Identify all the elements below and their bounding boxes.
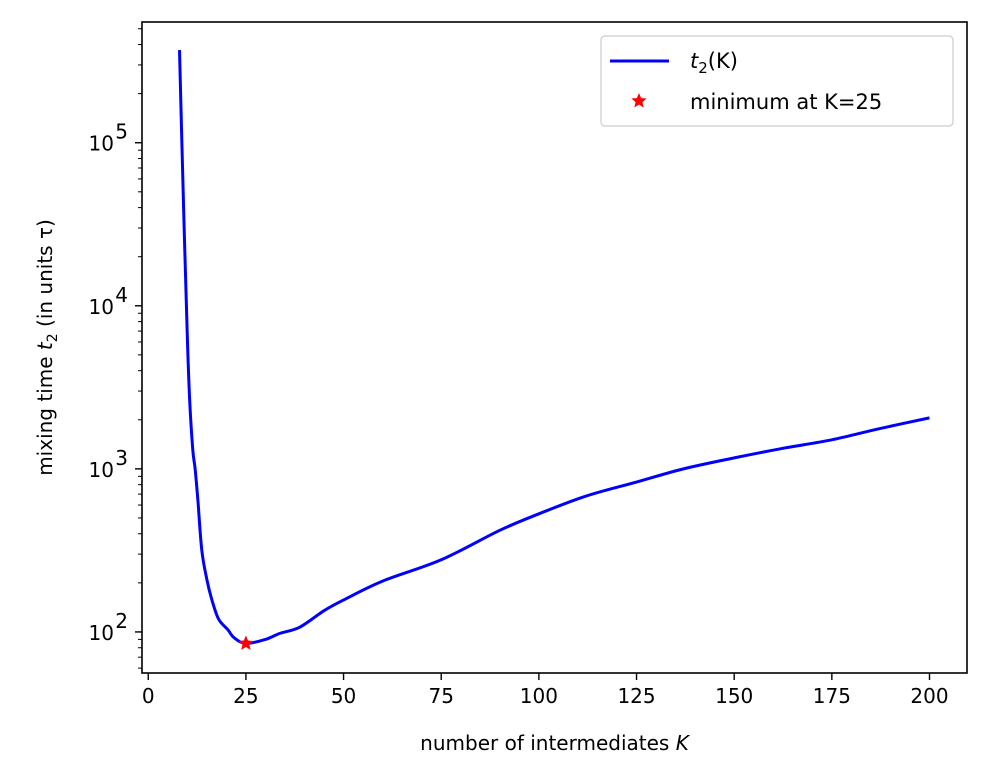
y-tick-exponent: 2 (115, 609, 128, 633)
y-tick-label: 10 (89, 132, 114, 156)
x-tick-label: 125 (617, 684, 655, 708)
y-tick-exponent: 3 (115, 446, 128, 470)
x-axis: 0 25 50 75 100 125 150 175 200 (142, 673, 949, 708)
x-tick-label: 0 (142, 684, 155, 708)
legend-label-t2: t2(K) (690, 49, 738, 77)
y-axis-label: mixing time t2 (in units τ) (33, 219, 61, 476)
minimum-star-marker (238, 635, 254, 650)
x-tick-label: 50 (331, 684, 356, 708)
x-axis-label: number of intermediates K (420, 731, 691, 755)
star-icon (631, 93, 647, 108)
y-tick-exponent: 4 (115, 283, 128, 307)
y-tick-label: 10 (89, 621, 114, 645)
t2-curve (178, 50, 930, 645)
legend-box (600, 35, 954, 127)
y-tick-label: 10 (89, 458, 114, 482)
x-tick-label: 175 (813, 684, 851, 708)
x-tick-label: 25 (233, 684, 258, 708)
y-tick-label: 10 (89, 295, 114, 319)
x-tick-label: 75 (428, 684, 453, 708)
star-marker (238, 635, 254, 650)
legend: t2(K) minimum at K=25 (600, 35, 954, 127)
plot-area (141, 21, 968, 674)
y-tick-exponent: 5 (115, 120, 128, 144)
legend-star-icon (631, 93, 647, 108)
legend-label-minimum: minimum at K=25 (690, 90, 882, 114)
x-tick-label: 150 (715, 684, 753, 708)
x-tick-label: 200 (910, 684, 948, 708)
axes-frame (141, 21, 968, 674)
x-tick-label: 100 (520, 684, 558, 708)
